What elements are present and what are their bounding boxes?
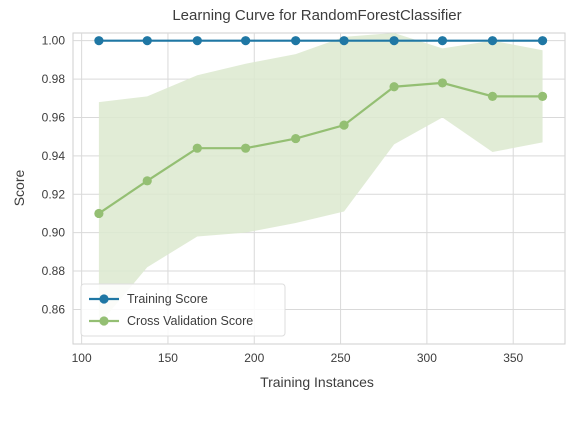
data-point xyxy=(142,176,152,186)
chart-title: Learning Curve for RandomForestClassifie… xyxy=(172,7,461,24)
data-point xyxy=(291,133,301,144)
data-point xyxy=(94,36,104,46)
data-point xyxy=(192,143,202,153)
legend-swatch-marker xyxy=(99,316,109,326)
cv-confidence-band xyxy=(98,33,543,325)
x-tick-label: 200 xyxy=(244,351,264,365)
x-tick-label: 100 xyxy=(72,351,92,365)
y-tick-label: 0.94 xyxy=(42,149,66,163)
x-tick-labels: 100 150 200 250 300 350 xyxy=(72,351,524,365)
y-tick-label: 0.88 xyxy=(42,264,66,278)
series-line-1 xyxy=(98,81,543,215)
data-point xyxy=(487,91,498,101)
legend-swatch-marker xyxy=(99,294,109,304)
x-tick-label: 350 xyxy=(503,351,523,365)
data-point xyxy=(94,208,104,219)
data-point xyxy=(389,82,399,92)
legend-label: Cross Validation Score xyxy=(127,314,253,328)
y-tick-labels: 0.86 0.88 0.90 0.92 0.94 0.96 0.98 1.00 xyxy=(42,34,66,317)
data-point xyxy=(192,36,202,46)
y-axis-label: Score xyxy=(11,170,27,207)
confidence-band xyxy=(98,33,543,325)
data-point xyxy=(437,36,448,46)
data-point xyxy=(437,78,448,88)
data-point xyxy=(487,36,498,46)
y-tick-label: 0.92 xyxy=(42,187,66,201)
data-point xyxy=(291,36,301,46)
x-axis-label: Training Instances xyxy=(260,374,374,390)
data-point xyxy=(339,120,349,130)
data-point xyxy=(339,36,349,46)
data-point xyxy=(241,36,251,46)
y-tick-label: 1.00 xyxy=(42,34,66,48)
legend-box xyxy=(80,283,286,337)
data-point xyxy=(537,36,548,46)
data-point xyxy=(241,143,251,153)
x-tick-label: 150 xyxy=(158,351,178,365)
series-lines xyxy=(98,39,543,215)
x-tick-label: 250 xyxy=(331,351,351,365)
series-points xyxy=(94,36,548,219)
data-point xyxy=(142,36,152,46)
y-tick-label: 0.96 xyxy=(42,110,66,124)
data-point xyxy=(537,91,548,101)
y-tick-label: 0.98 xyxy=(42,72,66,86)
x-tick-label: 300 xyxy=(417,351,437,365)
legend: Training Score Cross Validation Score xyxy=(80,283,286,337)
y-tick-label: 0.86 xyxy=(42,302,66,316)
legend-label: Training Score xyxy=(127,292,208,306)
y-tick-label: 0.90 xyxy=(42,226,66,240)
data-point xyxy=(389,36,399,46)
